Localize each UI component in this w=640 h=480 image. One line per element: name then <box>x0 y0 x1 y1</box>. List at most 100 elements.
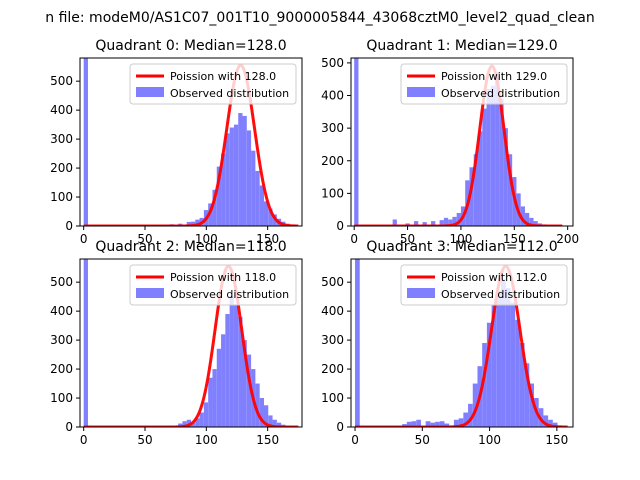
histogram-bar <box>251 150 256 226</box>
histogram-bar <box>486 322 492 427</box>
x-tick-label: 0 <box>80 433 88 447</box>
histogram-bar <box>186 221 191 226</box>
poisson-curve <box>355 264 568 427</box>
subplot-title: Quadrant 3: Median=112.0 <box>366 239 557 255</box>
histogram-bar <box>524 212 530 226</box>
plot-area <box>354 58 563 226</box>
legend-hist-swatch <box>407 288 435 298</box>
histogram-bar <box>354 58 359 226</box>
subplot-quadrant-0: 0 50 100 150 0 100 200 300 400 500 Quadrant 0: Med… <box>50 38 303 246</box>
histogram-bar <box>510 302 516 427</box>
y-tick-label: 200 <box>321 154 344 168</box>
histogram-bar <box>191 422 196 427</box>
legend: Poission with 112.0 Observed distribution <box>400 264 568 306</box>
histogram-bar <box>439 421 445 427</box>
x-tick-label: 100 <box>478 433 501 447</box>
x-tick-label: 50 <box>137 433 152 447</box>
histogram-bar <box>263 405 269 427</box>
x-tick-label: 0 <box>80 232 88 246</box>
legend-label-poisson: Poission with 129.0 <box>441 70 547 83</box>
subplot-quadrant-2: 0 50 100 150 0 100 200 300 400 500 Quadrant 2: Med… <box>50 239 303 447</box>
histogram-bar <box>225 133 230 226</box>
histogram-bar <box>552 422 558 427</box>
legend-hist-swatch <box>136 288 164 298</box>
x-tick-label: 50 <box>137 232 152 246</box>
y-tick-label: 100 <box>321 391 344 405</box>
y-tick-label: 0 <box>65 219 73 233</box>
y-tick-label: 500 <box>50 275 73 289</box>
histogram-bar <box>255 170 260 226</box>
histogram-bar <box>478 131 483 226</box>
legend-label-observed: Observed distribution <box>170 87 289 100</box>
axes-frame <box>350 258 574 428</box>
histogram-bar <box>195 418 200 427</box>
legend-label-poisson: Poission with 112.0 <box>441 271 547 284</box>
x-tick-label: 50 <box>400 232 415 246</box>
y-tick-label: 0 <box>65 420 73 434</box>
histogram-bar <box>469 167 474 226</box>
y-tick-label: 200 <box>50 362 73 376</box>
y-tick-label: 200 <box>50 161 73 175</box>
histogram-bar <box>195 219 200 226</box>
histogram-bar <box>186 419 191 427</box>
histogram-bar <box>444 423 450 427</box>
histogram-bar <box>529 383 534 427</box>
histogram-bar <box>212 189 217 226</box>
histogram-bar <box>246 354 252 427</box>
x-tick-label: 200 <box>556 232 579 246</box>
x-tick-label: 150 <box>256 232 279 246</box>
histogram-bar <box>520 206 525 226</box>
y-tick-label: 500 <box>50 74 73 88</box>
legend: Poission with 128.0 Observed distribution <box>129 63 297 105</box>
histogram-bar <box>496 290 502 427</box>
histogram-bar <box>233 124 239 226</box>
histogram-bar <box>543 415 549 427</box>
x-tick-label: 100 <box>449 232 472 246</box>
x-tick-label: 100 <box>195 232 218 246</box>
x-tick-label: 150 <box>545 433 568 447</box>
histogram-bar <box>458 418 464 427</box>
histogram-bar <box>242 340 247 427</box>
histogram-bar <box>259 185 264 226</box>
histogram-bar <box>482 343 487 427</box>
legend-box <box>400 264 568 306</box>
histogram-bar <box>276 422 282 427</box>
histogram-bar <box>233 305 239 427</box>
y-tick-label: 300 <box>321 121 344 135</box>
axes-frame <box>79 258 303 428</box>
histogram-bar <box>439 220 444 226</box>
y-tick-label: 400 <box>50 304 73 318</box>
histogram-bar <box>519 343 525 427</box>
histogram-bar <box>355 259 360 427</box>
histogram-bar <box>255 383 260 427</box>
histogram-bar <box>229 296 234 427</box>
histogram-bar <box>490 85 496 226</box>
histogram-bar <box>468 403 473 427</box>
histogram-bar <box>225 314 230 427</box>
histogram-bar <box>533 221 538 226</box>
histogram-bar <box>473 154 479 226</box>
y-tick-label: 0 <box>336 219 344 233</box>
histogram-bar <box>486 88 491 226</box>
histogram-bar <box>216 348 222 427</box>
poisson-curve <box>354 64 563 226</box>
plot-area <box>355 259 568 427</box>
legend-hist-swatch <box>136 87 164 97</box>
histogram-bar <box>182 421 187 427</box>
x-tick-label: 150 <box>256 433 279 447</box>
legend: Poission with 129.0 Observed distribution <box>400 63 568 105</box>
subplot-quadrant-1: 0 50 100 150 200 0 100 200 300 400 500 Quadrant 1: … <box>321 38 579 246</box>
histogram-bar <box>515 319 520 427</box>
x-tick-label: 150 <box>503 232 526 246</box>
histogram-bar <box>212 369 217 427</box>
y-tick-label: 100 <box>50 391 73 405</box>
histogram-bar <box>425 421 431 427</box>
y-tick-label: 200 <box>321 362 344 376</box>
histogram-bar <box>83 58 88 226</box>
y-tick-label: 100 <box>321 186 344 200</box>
y-tick-label: 400 <box>321 304 344 318</box>
histogram-bar <box>259 398 264 427</box>
legend-label-poisson: Poission with 118.0 <box>170 271 276 284</box>
histogram-bar <box>238 113 243 226</box>
